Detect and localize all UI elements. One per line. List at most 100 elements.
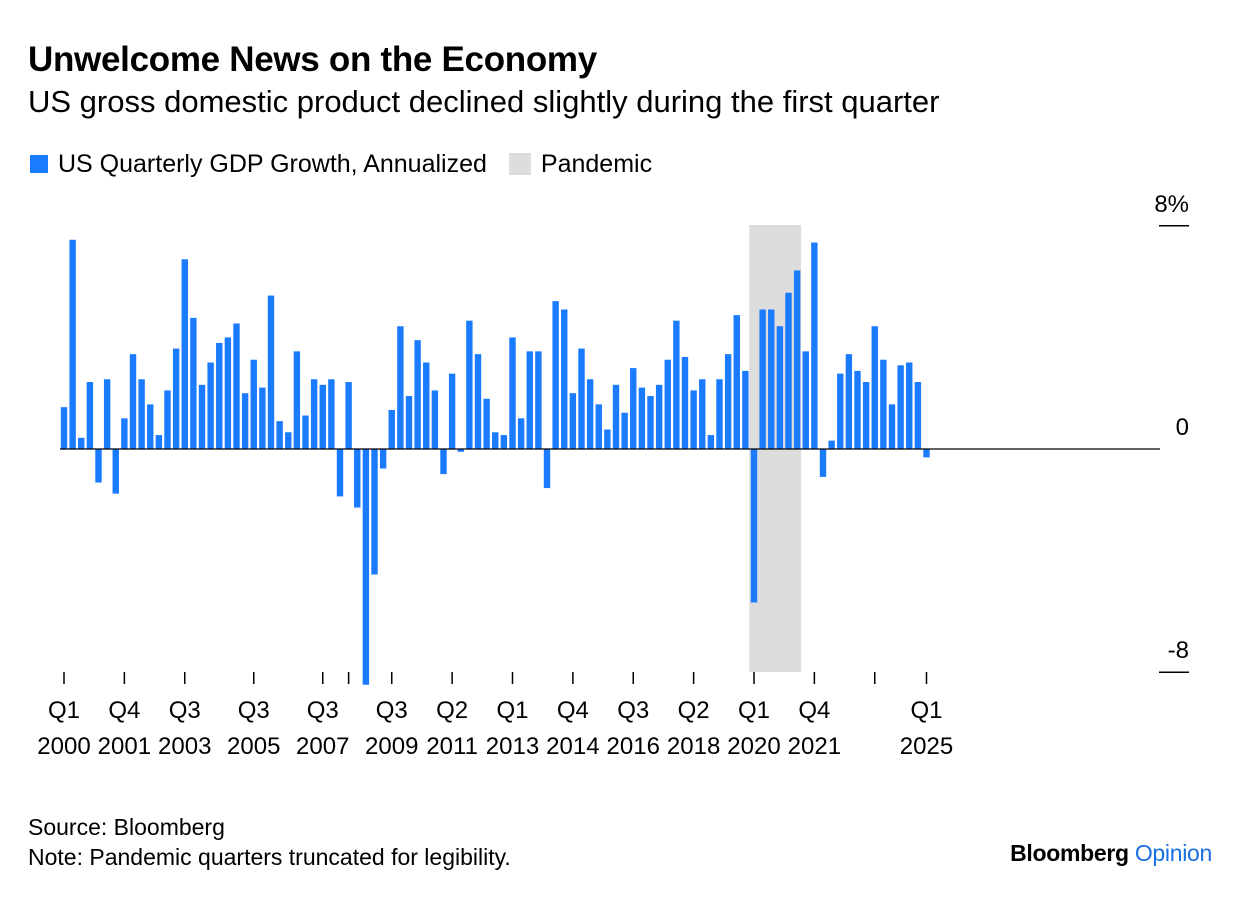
gdp-bar: [716, 379, 723, 449]
gdp-bar: [673, 320, 680, 449]
gdp-bar: [224, 337, 232, 449]
gdp-bar: [819, 449, 827, 477]
gdp-bar: [569, 393, 577, 449]
source-note: Source: Bloomberg: [28, 814, 225, 840]
gdp-bar: [138, 379, 145, 449]
gdp-bar: [517, 418, 525, 449]
x-tick-label-quarter: Q3: [617, 697, 649, 724]
gdp-bar: [86, 382, 94, 449]
x-tick-label-year: 2021: [788, 733, 841, 760]
brand-logo: Bloomberg Opinion: [1010, 840, 1212, 867]
gdp-bar: [647, 395, 654, 449]
x-tick-label-year: 2007: [296, 733, 349, 760]
gdp-bar: [707, 435, 715, 449]
gdp-bar: [681, 356, 689, 449]
gdp-bar: [854, 370, 861, 449]
gdp-bar: [207, 362, 214, 449]
gdp-bar: [526, 351, 533, 449]
gdp-bar: [112, 449, 119, 494]
gdp-bar: [802, 351, 809, 449]
x-tick-label-year: 2020: [727, 733, 780, 760]
gdp-bar: [95, 449, 102, 483]
gdp-bar: [388, 409, 395, 449]
gdp-bar: [423, 362, 430, 449]
gdp-bar: [216, 342, 223, 449]
legend-item-gdp: US Quarterly GDP Growth, Annualized: [30, 150, 487, 179]
chart-subtitle: US gross domestic product declined sligh…: [28, 84, 940, 119]
x-tick-label-year: 2025: [900, 733, 953, 760]
x-tick-label-year: 2000: [37, 733, 90, 760]
gdp-bar: [768, 309, 775, 449]
gdp-bar: [733, 315, 740, 449]
gdp-bar: [155, 435, 163, 449]
gdp-bar: [310, 379, 318, 449]
x-tick-label-year: 2018: [667, 733, 720, 760]
gdp-bar: [362, 449, 370, 685]
gdp-bar: [259, 387, 266, 449]
gdp-bar: [60, 407, 68, 449]
x-tick-label-year: 2014: [546, 733, 599, 760]
x-tick-label-year: 2003: [158, 733, 211, 760]
gdp-bar: [742, 370, 749, 449]
legend: US Quarterly GDP Growth, Annualized Pand…: [30, 148, 674, 180]
gdp-bar: [535, 351, 542, 449]
legend-label-pandemic: Pandemic: [540, 149, 653, 178]
gdp-bar: [828, 440, 835, 449]
legend-swatch-pandemic: [508, 153, 531, 175]
x-tick-label-quarter: Q3: [169, 697, 201, 724]
gdp-bar: [198, 384, 206, 449]
x-tick-label-quarter: Q3: [307, 697, 339, 724]
gdp-bar: [509, 337, 516, 449]
gdp-bar: [811, 242, 818, 449]
x-tick-label-year: 2005: [227, 733, 280, 760]
x-tick-label-quarter: Q1: [48, 697, 80, 724]
x-tick-label-quarter: Q4: [108, 697, 140, 724]
gdp-bar: [431, 390, 439, 449]
x-tick-label-year: 2013: [486, 733, 539, 760]
gdp-bar: [552, 301, 559, 449]
gdp-bar: [880, 359, 887, 449]
gdp-bar: [241, 393, 249, 449]
gdp-bar: [285, 432, 292, 449]
gdp-bar: [923, 449, 930, 458]
x-tick-label-quarter: Q1: [496, 697, 528, 724]
footnote: Note: Pandemic quarters truncated for le…: [28, 844, 511, 870]
x-tick-label-quarter: Q1: [910, 697, 942, 724]
gdp-bar: [302, 415, 309, 449]
legend-item-pandemic: Pandemic: [508, 149, 653, 179]
gdp-bar: [638, 387, 646, 449]
gdp-bar: [793, 270, 801, 449]
gdp-bar: [690, 390, 697, 449]
gdp-bar: [457, 449, 464, 452]
x-tick-label-quarter: Q2: [678, 697, 710, 724]
gdp-bar: [78, 437, 85, 449]
gdp-bar: [293, 351, 301, 449]
chart-title: Unwelcome News on the Economy: [28, 40, 597, 79]
gdp-bar: [630, 368, 637, 449]
legend-swatch-gdp: [30, 155, 48, 173]
gdp-bar: [69, 239, 76, 449]
gdp-bar: [914, 382, 922, 449]
gdp-bar: [837, 373, 844, 449]
brand-secondary: Opinion: [1134, 840, 1212, 866]
x-tick-label-quarter: Q4: [557, 697, 589, 724]
gdp-bar: [724, 354, 732, 449]
gdp-bar: [500, 435, 508, 449]
x-tick-label-quarter: Q3: [376, 697, 408, 724]
x-tick-label-quarter: Q1: [738, 697, 770, 724]
gdp-bar: [233, 323, 240, 449]
gdp-bar: [397, 326, 404, 449]
gdp-bar: [172, 348, 180, 449]
gdp-bar: [164, 390, 171, 449]
gdp-bar: [440, 449, 447, 475]
gdp-bar: [655, 384, 663, 449]
legend-label-gdp: US Quarterly GDP Growth, Annualized: [58, 149, 487, 178]
gdp-bar: [147, 404, 154, 449]
gdp-bar: [190, 317, 197, 449]
gdp-bar: [483, 398, 490, 449]
gdp-bar: [328, 379, 335, 449]
gdp-bar: [103, 379, 111, 449]
gdp-bar: [543, 449, 551, 489]
gdp-bar: [466, 320, 473, 449]
gdp-bar: [267, 295, 275, 449]
